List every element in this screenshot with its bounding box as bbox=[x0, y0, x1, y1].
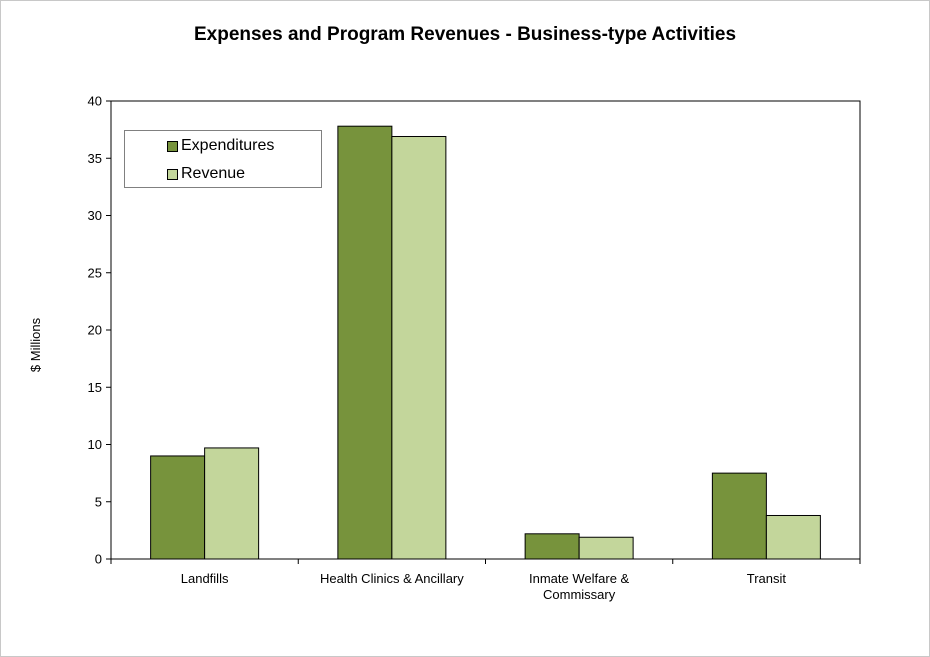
legend-item-expenditures: Expenditures bbox=[167, 136, 274, 156]
bar-expenditures bbox=[337, 125, 393, 560]
y-tick-label: 40 bbox=[88, 94, 102, 109]
y-tick-label: 10 bbox=[88, 437, 102, 452]
x-tick-label: Commissary bbox=[543, 587, 616, 602]
x-axis: Landfills Health Clinics & Ancillary Inmat… bbox=[110, 559, 861, 602]
legend-item-revenue: Revenue bbox=[167, 164, 245, 184]
legend: Expenditures Revenue bbox=[124, 130, 322, 188]
bar-expenditures bbox=[150, 455, 206, 560]
y-tick-label: 15 bbox=[88, 380, 102, 395]
legend-label-expenditures: Expenditures bbox=[181, 137, 275, 154]
y-tick-label: 0 bbox=[95, 552, 102, 567]
bar-revenue bbox=[204, 447, 260, 560]
y-tick-label: 35 bbox=[88, 151, 102, 166]
legend-swatch-expenditures bbox=[167, 140, 178, 152]
bars bbox=[150, 125, 821, 560]
legend-swatch-revenue bbox=[167, 168, 178, 180]
bar-revenue bbox=[391, 135, 447, 560]
y-tick-label: 20 bbox=[88, 323, 102, 338]
y-axis: 0 5 10 15 20 25 30 35 40 bbox=[88, 94, 111, 567]
x-tick-label: Landfills bbox=[181, 571, 229, 586]
chart-title: Expenses and Program Revenues - Business… bbox=[193, 24, 737, 45]
x-tick-label: Transit bbox=[747, 571, 787, 586]
bar-expenditures bbox=[524, 533, 580, 560]
x-tick-label: Health Clinics & Ancillary bbox=[320, 571, 464, 586]
bar-revenue bbox=[765, 514, 821, 560]
legend-label-revenue: Revenue bbox=[181, 165, 246, 182]
y-axis-label: $ Millions bbox=[28, 317, 43, 372]
y-tick-label: 30 bbox=[88, 208, 102, 223]
bar-revenue bbox=[578, 536, 634, 560]
bar-expenditures bbox=[711, 472, 767, 560]
y-tick-label: 5 bbox=[95, 494, 102, 509]
y-tick-label: 25 bbox=[88, 265, 102, 280]
x-tick-label: Inmate Welfare & bbox=[529, 571, 630, 586]
